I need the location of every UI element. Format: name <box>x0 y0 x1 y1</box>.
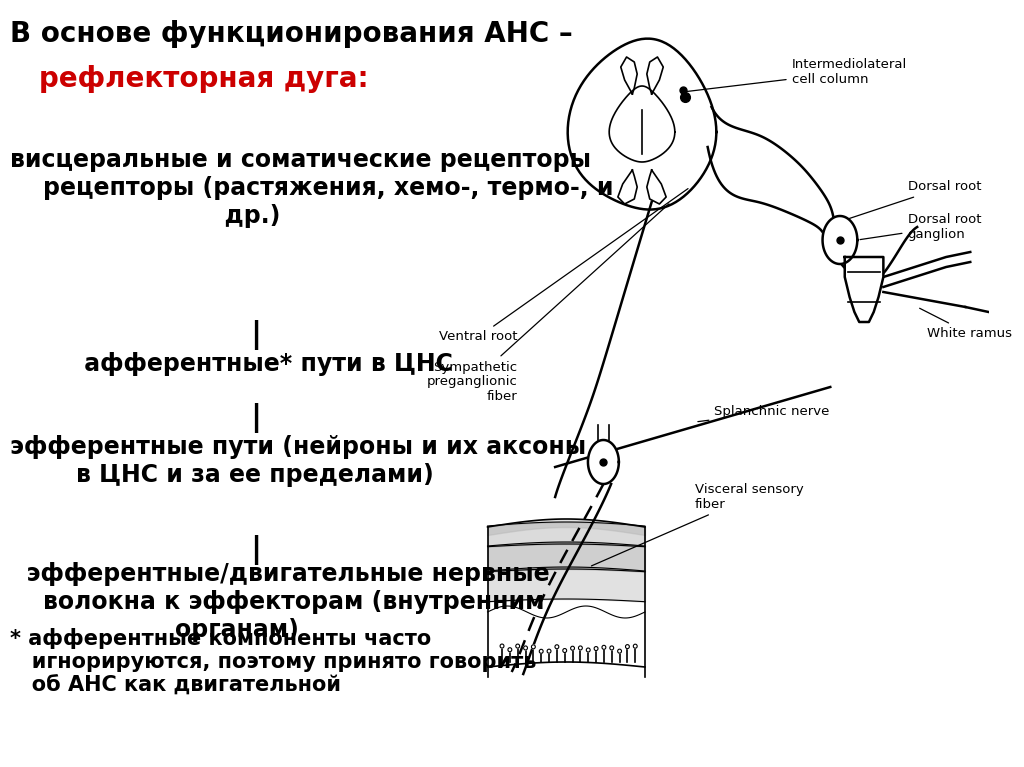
Text: |: | <box>250 320 261 350</box>
Text: Sympathetic
preganglionic
fiber: Sympathetic preganglionic fiber <box>427 204 669 403</box>
Circle shape <box>547 646 551 650</box>
Text: Intermediolateral
cell column: Intermediolateral cell column <box>685 58 907 92</box>
Text: рефлекторная дуга:: рефлекторная дуга: <box>9 65 369 93</box>
Circle shape <box>523 646 527 650</box>
Polygon shape <box>822 216 857 264</box>
Text: White ramus: White ramus <box>920 308 1012 340</box>
Circle shape <box>555 646 559 650</box>
Polygon shape <box>845 257 884 322</box>
Text: Visceral sensory
fiber: Visceral sensory fiber <box>592 483 804 566</box>
Circle shape <box>563 646 566 650</box>
Text: |: | <box>250 403 261 433</box>
Text: афферентные* пути в ЦНС: афферентные* пути в ЦНС <box>9 352 453 376</box>
Circle shape <box>570 648 574 653</box>
Circle shape <box>531 647 536 652</box>
Circle shape <box>617 645 622 649</box>
Circle shape <box>610 650 613 653</box>
Text: Dorsal root
ganglion: Dorsal root ganglion <box>860 213 981 241</box>
Circle shape <box>587 649 590 653</box>
Text: эфферентные пути (нейроны и их аксоны
        в ЦНС и за ее пределами): эфферентные пути (нейроны и их аксоны в … <box>9 435 586 487</box>
Text: эфферентные/двигательные нервные
    волокна к эффекторам (внутренним
          : эфферентные/двигательные нервные волокна… <box>9 562 549 642</box>
Circle shape <box>594 648 598 652</box>
Circle shape <box>602 650 606 653</box>
Text: Splanchnic nerve: Splanchnic nerve <box>698 406 829 422</box>
Circle shape <box>540 646 543 650</box>
Circle shape <box>626 646 630 650</box>
Circle shape <box>508 644 512 648</box>
Circle shape <box>516 649 519 653</box>
Text: Dorsal root: Dorsal root <box>848 180 981 219</box>
Text: висцеральные и соматические рецепторы
    рецепторы (растяжения, хемо-, термо-, : висцеральные и соматические рецепторы ре… <box>9 148 613 228</box>
Text: |: | <box>250 535 261 565</box>
Text: В основе функционирования АНС –: В основе функционирования АНС – <box>9 20 572 48</box>
Circle shape <box>500 649 504 653</box>
Text: Ventral root: Ventral root <box>439 189 688 344</box>
Circle shape <box>633 644 637 648</box>
Text: * афферентные компоненты часто
   игнорируются, поэтому принято говорить
   об А: * афферентные компоненты часто игнорирую… <box>9 628 536 696</box>
Polygon shape <box>588 440 618 484</box>
Circle shape <box>579 645 583 649</box>
